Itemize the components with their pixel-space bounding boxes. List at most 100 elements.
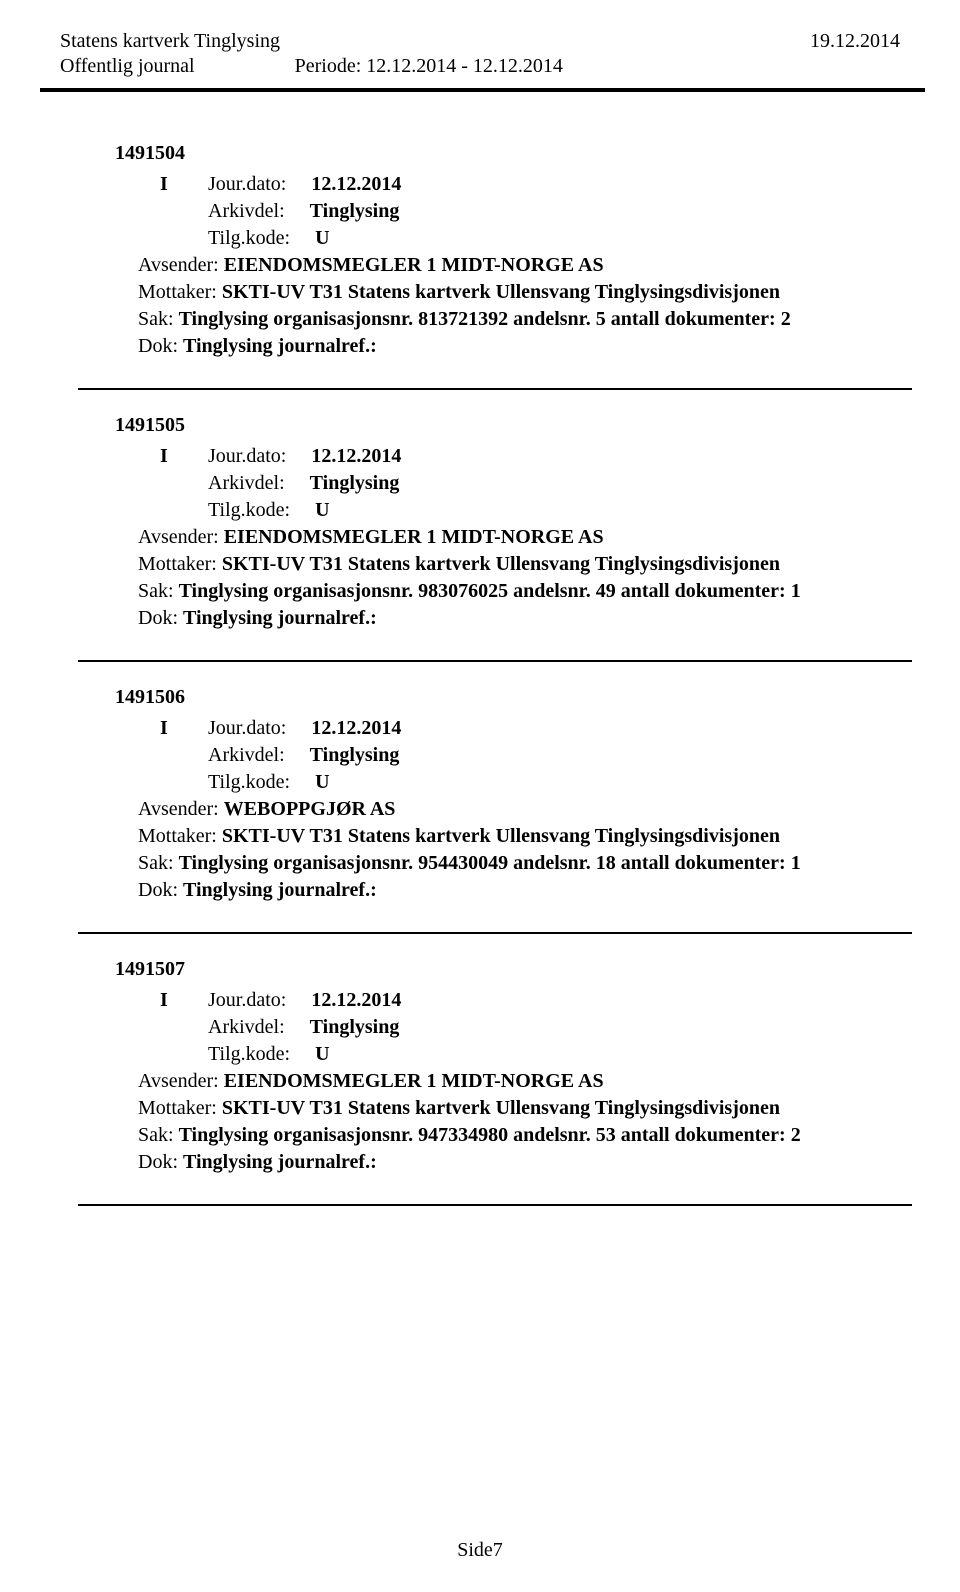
sak-value: Tinglysing organisasjonsnr. 954430049 an… [179,852,801,874]
entry-arkivdel-row: Arkivdel: Tinglysing [160,472,900,495]
mottaker-label: Mottaker: [138,825,222,847]
journal-entry: 1491507 IJour.dato:12.12.2014 Arkivdel: Tin… [60,958,900,1174]
arkivdel-label: Arkivdel: [208,744,285,767]
dok-value: Tinglysing journalref.: [183,1151,377,1173]
jourdato-value: 12.12.2014 [311,173,401,196]
entry-mottaker-row: Mottaker: SKTI-UV T31 Statens kartverk U… [138,553,900,576]
header-title: Statens kartverk Tinglysing [60,30,280,53]
period-value: 12.12.2014 - 12.12.2014 [366,55,563,77]
jourdato-value: 12.12.2014 [311,445,401,468]
header: Statens kartverk Tinglysing 19.12.2014 [60,30,900,53]
entry-tilgkode-row: Tilg.kode: U [160,1043,900,1066]
subheader: Offentlig journal Periode: 12.12.2014 - … [60,55,900,78]
tilgkode-value: U [315,227,329,250]
entry-arkivdel-row: Arkivdel: Tinglysing [160,200,900,223]
entry-jourdato-row: IJour.dato:12.12.2014 [160,445,900,468]
journal-entry: 1491506 IJour.dato: 12.12.2014 Arkivdel: Tin… [60,686,900,902]
mottaker-label: Mottaker: [138,281,222,303]
mottaker-value: SKTI-UV T31 Statens kartverk Ullensvang … [222,825,780,847]
jourdato-label: Jour.dato: [208,989,286,1012]
entry-avsender-row: Avsender: EIENDOMSMEGLER 1 MIDT-NORGE AS [138,1070,900,1093]
mottaker-value: SKTI-UV T31 Statens kartverk Ullensvang … [222,281,780,303]
entry-jourdato-row: IJour.dato: 12.12.2014 [160,173,900,196]
avsender-label: Avsender: [138,798,224,820]
avsender-value: WEBOPPGJØR AS [224,798,396,820]
sak-label: Sak: [138,1124,179,1146]
jourdato-value: 12.12.2014 [311,717,401,740]
mottaker-label: Mottaker: [138,1097,222,1119]
entry-tilgkode-row: Tilg.kode: U [160,227,900,250]
sak-label: Sak: [138,580,179,602]
entry-sak-row: Sak: Tinglysing organisasjonsnr. 9473349… [138,1124,900,1147]
avsender-label: Avsender: [138,526,224,548]
entry-mottaker-row: Mottaker: SKTI-UV T31 Statens kartverk U… [138,281,900,304]
entry-type: I [160,445,208,468]
entry-arkivdel-row: Arkivdel: Tinglysing [160,1016,900,1039]
entry-tilgkode-row: Tilg.kode: U [160,499,900,522]
arkivdel-label: Arkivdel: [208,472,285,495]
avsender-value: EIENDOMSMEGLER 1 MIDT-NORGE AS [224,526,604,548]
entry-sak-row: Sak: Tinglysing organisasjonsnr. 8137213… [138,308,900,331]
arkivdel-value: Tinglysing [310,472,400,495]
entry-dok-row: Dok: Tinglysing journalref.: [138,335,900,358]
entry-divider [78,660,912,662]
dok-label: Dok: [138,607,183,629]
journal-entry: 1491504 IJour.dato: 12.12.2014 Arkivdel: Tin… [60,142,900,358]
tilgkode-value: U [315,1043,329,1066]
tilgkode-label: Tilg.kode: [208,227,290,250]
sak-value: Tinglysing organisasjonsnr. 947334980 an… [179,1124,801,1146]
entry-mottaker-row: Mottaker: SKTI-UV T31 Statens kartverk U… [138,1097,900,1120]
entry-id: 1491505 [115,414,900,437]
entry-id: 1491504 [115,142,900,165]
entry-avsender-row: Avsender: EIENDOMSMEGLER 1 MIDT-NORGE AS [138,526,900,549]
avsender-label: Avsender: [138,254,224,276]
entry-type: I [160,173,208,196]
sak-label: Sak: [138,852,179,874]
subheader-period: Periode: 12.12.2014 - 12.12.2014 [295,55,563,78]
entry-dok-row: Dok: Tinglysing journalref.: [138,607,900,630]
header-divider [40,88,925,92]
entry-divider [78,388,912,390]
sak-value: Tinglysing organisasjonsnr. 983076025 an… [179,580,801,602]
entry-tilgkode-row: Tilg.kode: U [160,771,900,794]
dok-value: Tinglysing journalref.: [183,335,377,357]
entry-id: 1491506 [115,686,900,709]
journal-entry: 1491505 IJour.dato:12.12.2014 Arkivdel: Tin… [60,414,900,630]
arkivdel-value: Tinglysing [310,1016,400,1039]
mottaker-value: SKTI-UV T31 Statens kartverk Ullensvang … [222,1097,780,1119]
sak-label: Sak: [138,308,179,330]
dok-label: Dok: [138,879,183,901]
tilgkode-value: U [315,771,329,794]
entry-jourdato-row: IJour.dato:12.12.2014 [160,989,900,1012]
avsender-label: Avsender: [138,1070,224,1092]
entry-divider [78,1204,912,1206]
jourdato-label: Jour.dato: [208,173,286,196]
entry-type: I [160,989,208,1012]
entry-avsender-row: Avsender: EIENDOMSMEGLER 1 MIDT-NORGE AS [138,254,900,277]
entry-avsender-row: Avsender: WEBOPPGJØR AS [138,798,900,821]
avsender-value: EIENDOMSMEGLER 1 MIDT-NORGE AS [224,254,604,276]
arkivdel-value: Tinglysing [310,200,400,223]
entry-type: I [160,717,208,740]
period-label: Periode: [295,55,362,77]
avsender-value: EIENDOMSMEGLER 1 MIDT-NORGE AS [224,1070,604,1092]
tilgkode-label: Tilg.kode: [208,499,290,522]
mottaker-value: SKTI-UV T31 Statens kartverk Ullensvang … [222,553,780,575]
arkivdel-value: Tinglysing [310,744,400,767]
dok-label: Dok: [138,1151,183,1173]
tilgkode-label: Tilg.kode: [208,771,290,794]
jourdato-label: Jour.dato: [208,717,286,740]
entry-id: 1491507 [115,958,900,981]
entry-sak-row: Sak: Tinglysing organisasjonsnr. 9544300… [138,852,900,875]
arkivdel-label: Arkivdel: [208,1016,285,1039]
dok-value: Tinglysing journalref.: [183,879,377,901]
tilgkode-label: Tilg.kode: [208,1043,290,1066]
entry-dok-row: Dok: Tinglysing journalref.: [138,1151,900,1174]
entry-sak-row: Sak: Tinglysing organisasjonsnr. 9830760… [138,580,900,603]
arkivdel-label: Arkivdel: [208,200,285,223]
subheader-title: Offentlig journal [60,55,195,78]
dok-value: Tinglysing journalref.: [183,607,377,629]
tilgkode-value: U [315,499,329,522]
footer-page: Side7 [457,1539,503,1562]
entry-arkivdel-row: Arkivdel: Tinglysing [160,744,900,767]
